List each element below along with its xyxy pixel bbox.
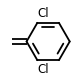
Text: Cl: Cl bbox=[38, 63, 49, 76]
Text: Cl: Cl bbox=[38, 7, 49, 20]
